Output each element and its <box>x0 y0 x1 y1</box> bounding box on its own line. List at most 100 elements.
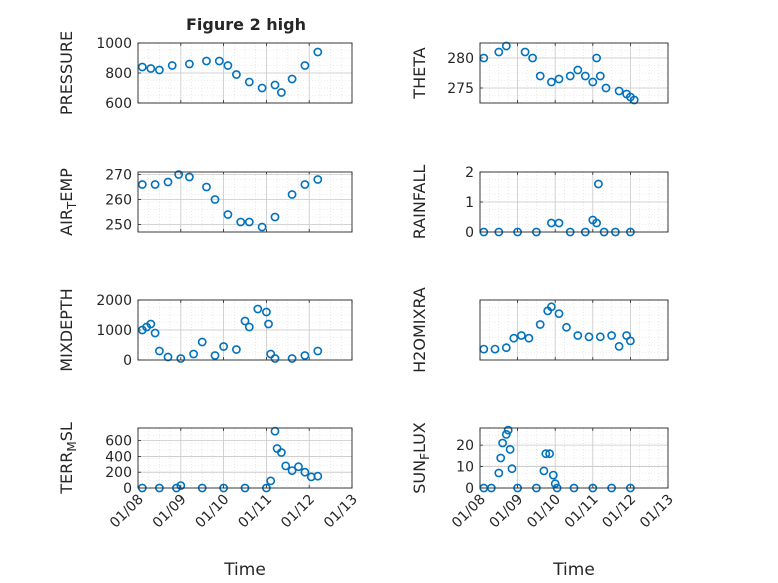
data-point <box>184 59 194 69</box>
subplot-pressure: 600 800 1000 PRESSURE <box>57 31 353 115</box>
y-tick-label: 270 <box>105 168 132 184</box>
data-point <box>535 320 545 329</box>
data-point <box>174 170 184 179</box>
data-point <box>276 88 286 97</box>
data-point <box>565 71 575 81</box>
data-point <box>202 182 211 192</box>
y-tick-label: 10 <box>456 460 474 476</box>
data-point <box>507 464 517 474</box>
data-point <box>137 180 147 189</box>
data-point <box>573 331 583 340</box>
subplot-air-temp: 250 260 270 AIRTEMP <box>57 168 353 236</box>
y-tick-label: 275 <box>447 81 474 97</box>
x-tick-label: 01/09 <box>150 492 190 532</box>
data-point <box>550 479 560 489</box>
y-tick-label: 1000 <box>96 323 132 339</box>
data-point <box>276 448 286 457</box>
y-tick-label: 0 <box>465 481 474 497</box>
data-point <box>554 218 564 228</box>
data-point <box>264 319 273 329</box>
data-point <box>545 449 554 459</box>
data-point <box>202 56 211 66</box>
data-point <box>189 349 198 359</box>
data-point <box>210 195 220 204</box>
y-tick-label: 0 <box>123 481 132 497</box>
data-point <box>184 172 194 182</box>
y-tick-label: 1 <box>465 195 474 211</box>
data-point <box>496 453 506 463</box>
y-tick-label: 400 <box>105 449 132 465</box>
x-tick-label: 01/12 <box>278 492 318 532</box>
y-tick-label: 2000 <box>96 293 132 309</box>
data-point <box>614 341 624 351</box>
data-point <box>150 328 160 338</box>
data-point <box>266 476 276 486</box>
data-point <box>197 337 207 347</box>
data-point <box>601 83 611 93</box>
data-point <box>588 77 598 87</box>
data-point <box>244 322 254 332</box>
data-point <box>592 218 601 228</box>
data-point <box>287 354 297 363</box>
data-point <box>562 322 571 332</box>
data-point <box>210 351 220 360</box>
data-point <box>535 71 545 81</box>
data-point <box>281 461 291 471</box>
data-point <box>595 332 605 342</box>
data-point <box>257 222 267 232</box>
data-point <box>554 309 564 318</box>
data-point <box>231 345 241 354</box>
data-point <box>146 319 156 329</box>
y-tick-label: 260 <box>105 193 132 209</box>
x-axis-label: Time <box>552 560 595 580</box>
data-point <box>313 346 323 356</box>
data-point <box>541 449 551 459</box>
y-tick-label: 0 <box>465 225 474 241</box>
data-point <box>300 61 310 70</box>
x-tick-label: 01/11 <box>235 492 275 532</box>
axes-box <box>137 171 353 233</box>
data-point <box>163 177 173 187</box>
data-point <box>607 331 616 340</box>
x-tick-label: 01/08 <box>107 492 147 532</box>
y-tick-label: 250 <box>105 218 132 234</box>
data-point <box>257 83 267 93</box>
x-tick-label: 01/13 <box>321 492 361 532</box>
data-point <box>520 47 530 57</box>
x-tick-label: 01/09 <box>487 492 527 532</box>
data-point <box>494 468 504 478</box>
data-point <box>580 71 590 81</box>
data-point <box>231 70 241 79</box>
data-point <box>261 307 271 317</box>
data-point <box>300 351 310 360</box>
data-point <box>503 425 513 435</box>
data-point <box>509 333 519 343</box>
axes-box <box>479 171 669 233</box>
data-point <box>300 180 310 189</box>
data-point <box>313 175 323 184</box>
subplot-h2omixra: H2OMIXRA <box>410 287 669 373</box>
data-point <box>146 64 156 73</box>
y-axis-label: AIRTEMP <box>57 168 79 236</box>
y-tick-label: 200 <box>105 465 132 481</box>
data-point <box>137 62 147 72</box>
y-tick-label: 2 <box>465 165 474 181</box>
x-tick-label: 01/08 <box>449 492 489 532</box>
data-point <box>594 179 603 189</box>
y-tick-label: 800 <box>105 66 132 82</box>
data-point <box>614 86 624 96</box>
axes-box <box>479 427 669 489</box>
y-tick-label: 20 <box>456 438 474 454</box>
y-axis-label: THETA <box>410 47 429 99</box>
axes-box <box>479 299 669 361</box>
x-axis-label: Time <box>223 560 266 580</box>
y-tick-label: 600 <box>105 96 132 112</box>
y-axis-label: RAINFALL <box>410 165 429 240</box>
data-point <box>629 95 639 105</box>
x-tick-label: 01/10 <box>193 492 233 532</box>
data-point <box>547 77 556 87</box>
data-point <box>287 74 297 84</box>
y-tick-label: 600 <box>105 434 132 450</box>
data-point <box>547 302 556 312</box>
data-point <box>176 481 186 490</box>
